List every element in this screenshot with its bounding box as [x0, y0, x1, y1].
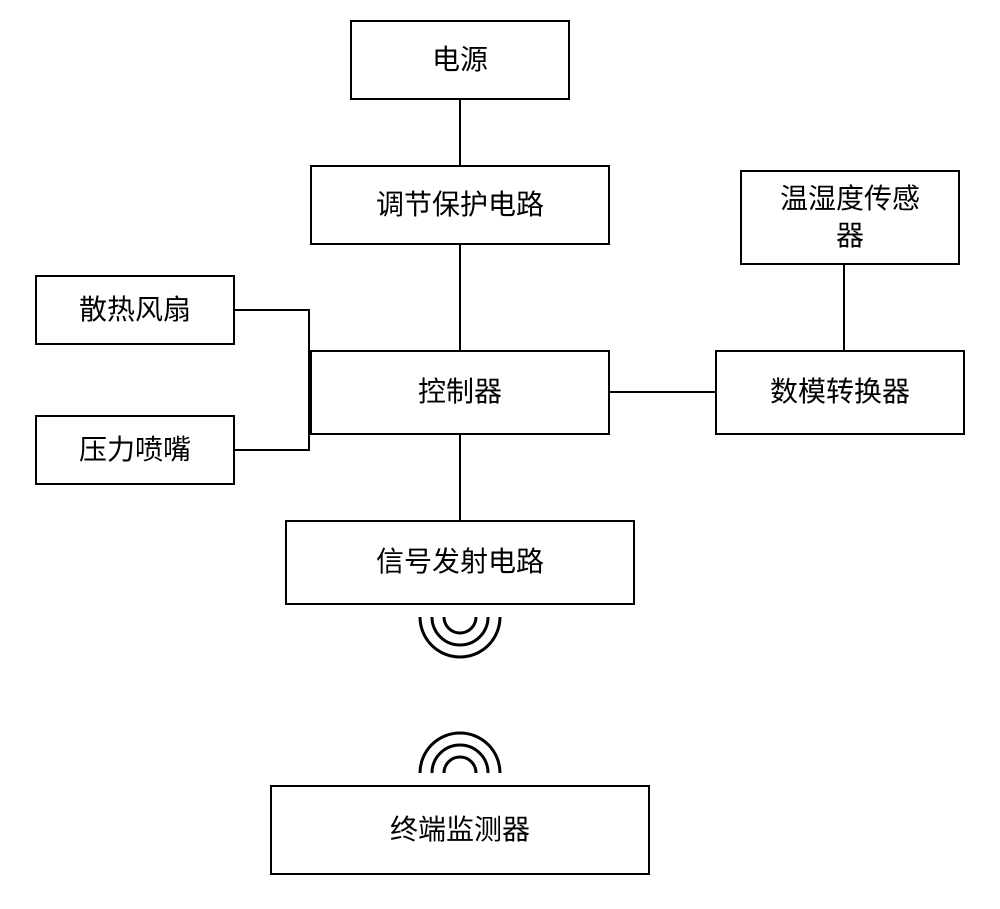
edge-controller-transmitter	[459, 435, 461, 520]
edge-controller-dac	[610, 391, 715, 393]
node-regulator: 调节保护电路	[310, 165, 610, 245]
edge-sensor-dac	[843, 265, 845, 350]
node-label: 散热风扇	[79, 292, 191, 328]
edge-power-regulator	[459, 100, 461, 165]
node-label: 终端监测器	[390, 812, 530, 848]
edge-regulator-controller	[459, 245, 461, 350]
node-fan: 散热风扇	[35, 275, 235, 345]
wireless-icon-top	[415, 612, 505, 672]
node-label: 数模转换器	[770, 374, 910, 410]
edge-left-vertical	[308, 309, 310, 451]
edge-fan-h	[235, 309, 310, 311]
node-nozzle: 压力喷嘴	[35, 415, 235, 485]
node-label: 控制器	[418, 374, 502, 410]
node-monitor: 终端监测器	[270, 785, 650, 875]
node-label: 温湿度传感 器	[780, 181, 920, 254]
node-sensor: 温湿度传感 器	[740, 170, 960, 265]
node-label: 压力喷嘴	[79, 432, 191, 468]
node-label: 电源	[432, 42, 488, 78]
node-dac: 数模转换器	[715, 350, 965, 435]
node-power: 电源	[350, 20, 570, 100]
edge-nozzle-h	[235, 449, 310, 451]
node-label: 信号发射电路	[376, 544, 544, 580]
node-label: 调节保护电路	[376, 187, 544, 223]
node-transmitter: 信号发射电路	[285, 520, 635, 605]
wireless-icon-bottom	[415, 718, 505, 778]
node-controller: 控制器	[310, 350, 610, 435]
